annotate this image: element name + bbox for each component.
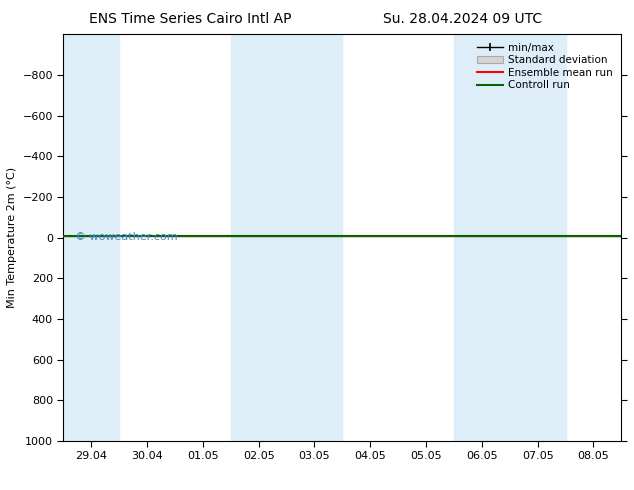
Bar (231, 34, 287, 441)
Legend: min/max, Standard deviation, Ensemble mean run, Controll run: min/max, Standard deviation, Ensemble me… (474, 40, 616, 94)
Text: © woweather.com: © woweather.com (75, 232, 177, 242)
Bar (63, 34, 119, 441)
Text: Su. 28.04.2024 09 UTC: Su. 28.04.2024 09 UTC (384, 12, 542, 26)
Text: ENS Time Series Cairo Intl AP: ENS Time Series Cairo Intl AP (89, 12, 292, 26)
Y-axis label: Min Temperature 2m (°C): Min Temperature 2m (°C) (7, 167, 17, 308)
Bar (287, 34, 342, 441)
Bar (454, 34, 510, 441)
Bar (510, 34, 566, 441)
